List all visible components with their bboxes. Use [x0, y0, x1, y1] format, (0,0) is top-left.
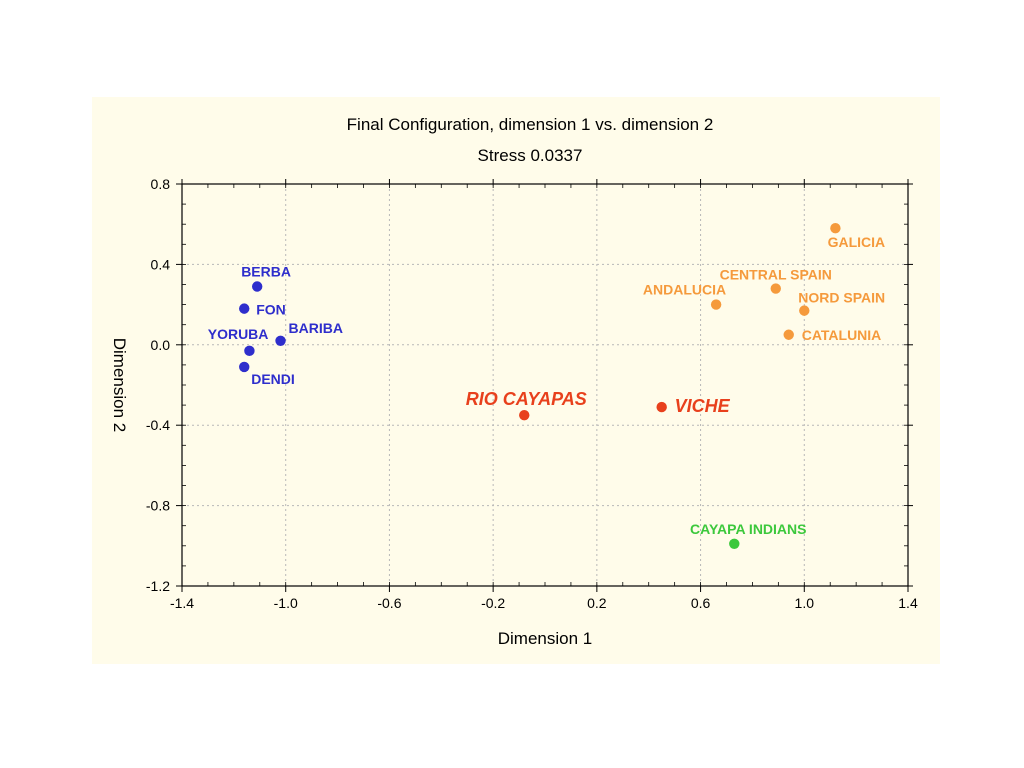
data-point: [239, 303, 250, 314]
data-point-group: DENDI: [239, 361, 295, 387]
y-tick-label: -0.8: [146, 498, 170, 514]
data-point: [519, 409, 530, 421]
x-tick-label: 1.4: [898, 595, 918, 611]
data-point: [830, 223, 841, 234]
x-tick-label: 0.2: [587, 595, 607, 611]
data-point-group: RIO CAYAPAS: [466, 389, 587, 421]
data-point: [275, 335, 286, 346]
data-point-group: FON: [239, 302, 286, 318]
point-label: CAYAPA INDIANS: [690, 521, 806, 537]
data-point: [770, 283, 781, 294]
y-tick-label: 0.4: [151, 256, 171, 272]
y-tick-label: 0.8: [151, 176, 171, 192]
x-tick-label: -0.2: [481, 595, 505, 611]
x-tick-label: -0.6: [377, 595, 401, 611]
data-point: [251, 281, 263, 292]
chart-panel: Final Configuration, dimension 1 vs. dim…: [92, 97, 940, 664]
point-label: BARIBA: [289, 320, 343, 336]
scatter-plot: Final Configuration, dimension 1 vs. dim…: [110, 115, 918, 648]
point-label: CENTRAL SPAIN: [720, 267, 832, 283]
point-label: YORUBA: [208, 326, 269, 342]
point-label: NORD SPAIN: [798, 290, 885, 306]
data-point: [729, 538, 740, 549]
data-point-group: BERBA: [241, 264, 291, 292]
x-axis-title: Dimension 1: [498, 629, 593, 648]
point-label: RIO CAYAPAS: [466, 389, 587, 409]
y-tick-label: -0.4: [146, 417, 170, 433]
point-label: BERBA: [241, 264, 291, 280]
data-point-group: GALICIA: [828, 223, 886, 250]
y-tick-label: -1.2: [146, 578, 170, 594]
chart-title: Final Configuration, dimension 1 vs. dim…: [347, 115, 714, 134]
x-tick-label: 1.0: [795, 595, 815, 611]
data-point-group: NORD SPAIN: [798, 290, 885, 316]
chart-subtitle: Stress 0.0337: [478, 146, 583, 165]
point-label: ANDALUCIA: [643, 282, 726, 298]
data-point: [656, 401, 667, 413]
data-point: [799, 305, 810, 316]
data-point-group: ANDALUCIA: [643, 282, 726, 310]
data-point: [244, 345, 255, 357]
point-label: CATALUNIA: [802, 327, 882, 343]
data-point-group: CATALUNIA: [783, 327, 882, 343]
point-label: VICHE: [675, 396, 731, 416]
data-point-group: BARIBA: [275, 320, 343, 346]
y-tick-label: 0.0: [151, 337, 171, 353]
x-tick-label: 0.6: [691, 595, 711, 611]
grid-lines: [182, 184, 908, 586]
point-label: GALICIA: [828, 234, 886, 250]
x-tick-label: -1.4: [170, 595, 194, 611]
data-point-group: CAYAPA INDIANS: [690, 521, 806, 549]
axis-ticks: -1.4 -1.0 -0.6 -0.2 0.2 0.6 1.0 1.4 0.8 0.4 0.0 -0.…: [146, 176, 918, 611]
data-point-group: VICHE: [656, 396, 731, 416]
data-point: [710, 299, 722, 310]
data-point-group: CENTRAL SPAIN: [720, 267, 832, 294]
y-axis-title: Dimension 2: [110, 338, 129, 433]
x-tick-label: -1.0: [274, 595, 298, 611]
point-label: FON: [256, 302, 286, 318]
data-point-group: YORUBA: [208, 326, 269, 357]
data-point: [239, 361, 250, 373]
data-point: [783, 329, 794, 340]
point-label: DENDI: [251, 371, 295, 387]
